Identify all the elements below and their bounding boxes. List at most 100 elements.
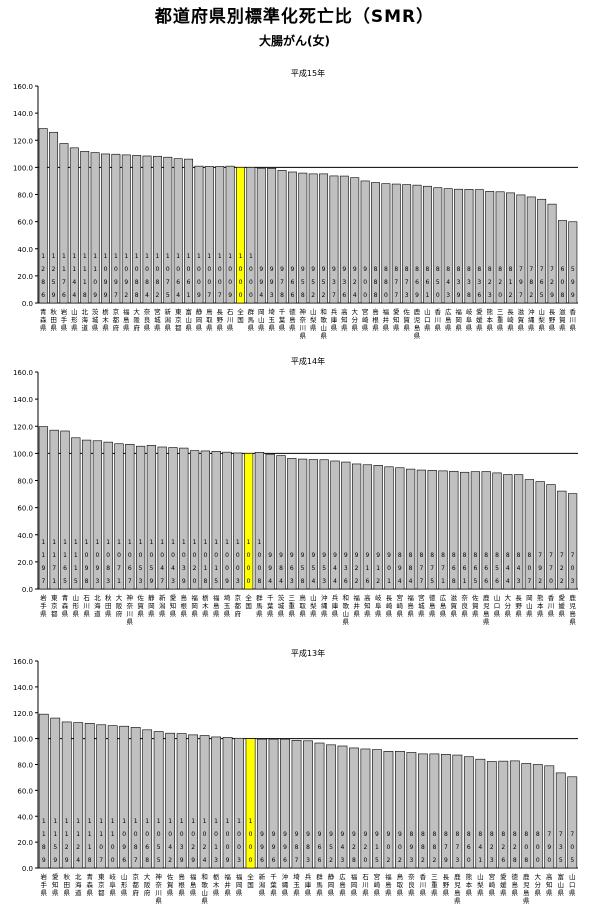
category-label: 福 xyxy=(353,593,360,602)
category-label: 都 xyxy=(51,610,58,618)
category-label: 県 xyxy=(181,610,188,618)
data-label: 3 xyxy=(477,279,481,286)
data-label: 2 xyxy=(538,578,542,585)
data-label: 0 xyxy=(249,292,253,299)
category-label: 川 xyxy=(155,889,162,897)
category-label: 県 xyxy=(418,610,425,618)
category-label: 県 xyxy=(443,889,450,897)
data-label: 1 xyxy=(63,539,67,546)
data-label: 9 xyxy=(550,292,554,299)
data-label: 0 xyxy=(239,266,243,273)
data-label: 0 xyxy=(214,552,218,559)
data-label: 9 xyxy=(270,266,274,273)
data-label: 3 xyxy=(341,857,345,864)
bar xyxy=(152,155,162,304)
data-label: 1 xyxy=(214,565,218,572)
data-label: 5 xyxy=(311,565,315,572)
data-label: 0 xyxy=(524,844,528,851)
data-label: 9 xyxy=(301,552,305,559)
data-label: 0 xyxy=(237,831,241,838)
y-tick-label: 80.0 xyxy=(17,478,33,486)
category-label: 県 xyxy=(537,610,544,618)
bar xyxy=(107,725,118,869)
data-label: 1 xyxy=(65,818,69,825)
data-label: 1 xyxy=(239,253,243,260)
data-label: 0 xyxy=(128,552,132,559)
category-label: 都 xyxy=(113,316,120,324)
category-label: 山 xyxy=(121,872,128,881)
data-label: 0 xyxy=(527,565,531,572)
category-label: 馬 xyxy=(256,602,263,610)
data-label: 7 xyxy=(62,279,66,286)
category-label: 庫 xyxy=(331,315,338,324)
data-label: 1 xyxy=(171,539,175,546)
data-label: 9 xyxy=(225,578,229,585)
data-label: 6 xyxy=(365,578,369,585)
category-label: 県 xyxy=(63,889,70,897)
data-label: 6 xyxy=(477,292,481,299)
data-label: 9 xyxy=(519,279,523,286)
category-label: 県 xyxy=(159,610,166,618)
data-label: 8 xyxy=(463,552,467,559)
data-label: 8 xyxy=(421,831,425,838)
data-label: 1 xyxy=(257,539,261,546)
bar xyxy=(339,175,349,304)
y-tick-label: 60.0 xyxy=(17,505,33,513)
data-label: 9 xyxy=(375,831,379,838)
data-label: 3 xyxy=(270,292,274,299)
data-label: 1 xyxy=(95,539,99,546)
category-label: 県 xyxy=(316,889,323,897)
data-label: 9 xyxy=(301,266,305,273)
bar xyxy=(546,484,556,590)
data-label: 9 xyxy=(398,565,402,572)
data-label: 1 xyxy=(63,552,67,559)
data-label: 7 xyxy=(549,552,553,559)
category-label: 県 xyxy=(341,324,348,332)
data-label: 7 xyxy=(166,279,170,286)
data-label: 2 xyxy=(387,857,391,864)
category-label: 青 xyxy=(86,872,93,881)
category-label: 媛 xyxy=(500,880,507,889)
category-label: 兵 xyxy=(332,593,339,602)
category-label: 知 xyxy=(364,601,371,610)
data-label: 3 xyxy=(322,578,326,585)
data-label: 5 xyxy=(139,565,143,572)
bar xyxy=(524,479,535,590)
bar xyxy=(384,466,394,590)
category-label: 秋 xyxy=(63,872,70,881)
data-label: 7 xyxy=(134,857,138,864)
category-label: 府 xyxy=(132,888,139,897)
data-label: 5 xyxy=(52,279,56,286)
category-label: 形 xyxy=(73,602,80,610)
category-label: 玉 xyxy=(293,881,300,889)
data-label: 7 xyxy=(99,857,103,864)
data-label: 9 xyxy=(93,292,97,299)
category-label: 県 xyxy=(466,324,473,332)
data-label: 8 xyxy=(374,279,378,286)
bar xyxy=(280,738,290,869)
category-label: 都 xyxy=(132,881,139,889)
category-label: 大 xyxy=(535,872,542,881)
category-label: 岡 xyxy=(455,316,462,324)
bar xyxy=(101,153,110,304)
category-label: 愛 xyxy=(393,307,400,316)
category-label: 島 xyxy=(569,609,576,618)
data-label: 3 xyxy=(95,578,99,585)
data-label: 2 xyxy=(168,857,172,864)
data-label: 5 xyxy=(322,279,326,286)
data-label: 0 xyxy=(168,831,172,838)
category-label: 田 xyxy=(63,881,70,889)
category-label: 手 xyxy=(40,880,47,889)
data-label: 5 xyxy=(157,857,161,864)
data-label: 5 xyxy=(301,565,305,572)
data-label: 0 xyxy=(570,844,574,851)
category-label: 梨 xyxy=(538,315,545,324)
category-label: 京 xyxy=(113,307,120,316)
data-label: 1 xyxy=(111,818,115,825)
data-label: 1 xyxy=(88,818,92,825)
data-label: 1 xyxy=(214,818,218,825)
data-label: 9 xyxy=(268,552,272,559)
category-label: 京 xyxy=(175,315,182,324)
data-label: 0 xyxy=(247,552,251,559)
data-label: 2 xyxy=(76,844,80,851)
